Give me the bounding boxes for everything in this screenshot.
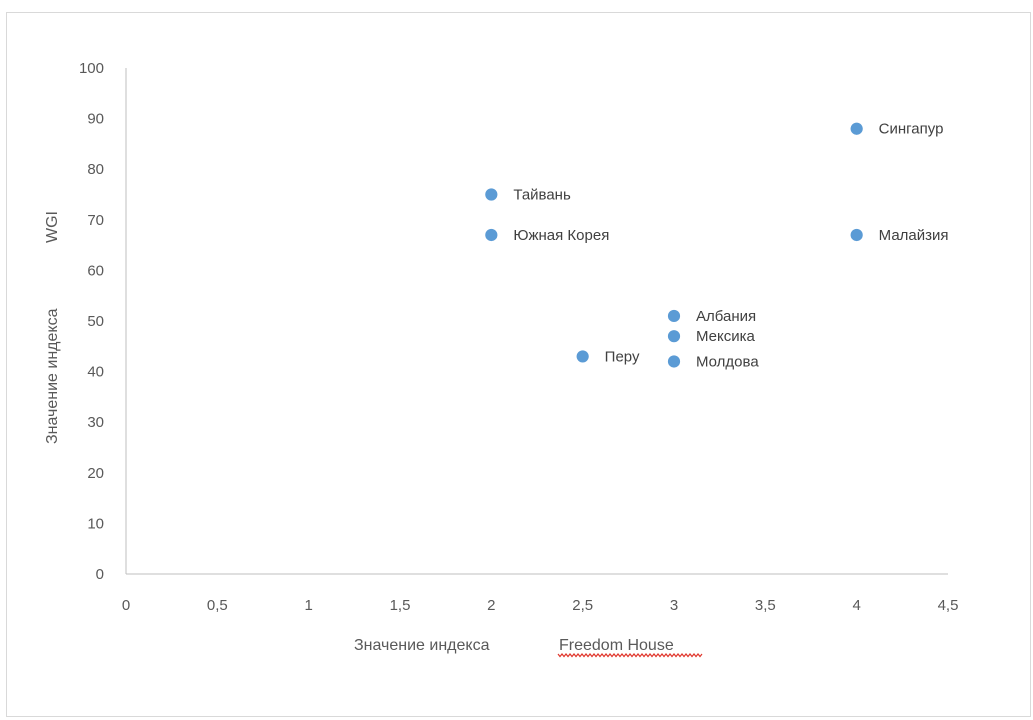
- data-point: [484, 187, 499, 202]
- axis-titles: Значение индекса Freedom House Значение …: [44, 211, 703, 658]
- x-tick-label: 2,5: [572, 597, 593, 614]
- x-tick-label: 3: [670, 597, 678, 614]
- data-point: [484, 228, 499, 242]
- y-tick-label: 30: [87, 414, 104, 431]
- y-tick-label: 90: [87, 111, 104, 128]
- x-axis-title-part1: Значение индекса: [354, 637, 490, 654]
- x-tick-label: 0: [122, 597, 130, 614]
- x-tick-label: 4: [852, 597, 860, 614]
- x-tick-label: 1,5: [390, 597, 411, 614]
- point-label: Южная Корея: [513, 227, 609, 244]
- point-label: Молдова: [696, 353, 759, 370]
- axes: [125, 68, 948, 575]
- x-tick-label: 1: [304, 597, 312, 614]
- y-tick-label: 0: [96, 566, 104, 583]
- y-tick-label: 50: [87, 313, 104, 330]
- data-point: [667, 329, 681, 344]
- y-tick-label: 10: [87, 515, 104, 532]
- y-tick-label: 80: [87, 161, 104, 178]
- chart-frame: 0 0,5 1 1,5 2 2,5 3 3,5 4 4,5 0 10 20 30 40 50 60 70 80 90 1…: [6, 12, 1031, 717]
- point-label: Мексика: [696, 328, 756, 345]
- x-tick-label: 2: [487, 597, 495, 614]
- y-tick-label: 60: [87, 262, 104, 279]
- point-label: Тайвань: [513, 187, 571, 204]
- y-tick-label: 40: [87, 364, 104, 381]
- data-point: [575, 349, 590, 364]
- spellcheck-underline: [557, 653, 703, 658]
- point-label: Малайзия: [879, 227, 949, 244]
- y-axis-title-part2: WGI: [44, 211, 61, 243]
- y-tick-label: 70: [87, 212, 104, 229]
- point-label: Сингапур: [879, 121, 944, 138]
- data-point: [667, 309, 681, 323]
- data-point: [849, 121, 864, 136]
- data-points: [484, 121, 864, 369]
- scatter-chart: 0 0,5 1 1,5 2 2,5 3 3,5 4 4,5 0 10 20 30 40 50 60 70 80 90 1…: [44, 60, 958, 658]
- data-point: [849, 228, 864, 242]
- point-labels: Сингапур Тайвань Южная Корея Малайзия Албани…: [513, 121, 948, 371]
- y-tick-label: 100: [79, 60, 104, 77]
- x-tick-label: 0,5: [207, 597, 228, 614]
- x-tick-label: 4,5: [938, 597, 959, 614]
- tick-labels: 0 0,5 1 1,5 2 2,5 3 3,5 4 4,5 0 10 20 30 40 50 60 70 80 90 1…: [79, 60, 958, 614]
- data-point: [667, 354, 681, 369]
- y-axis-title-part1: Значение индекса: [44, 308, 61, 444]
- x-tick-label: 3,5: [755, 597, 776, 614]
- y-tick-label: 20: [87, 465, 104, 482]
- x-axis-title-part2: Freedom House: [559, 637, 674, 654]
- point-label: Перу: [605, 348, 640, 365]
- point-label: Албания: [696, 308, 756, 325]
